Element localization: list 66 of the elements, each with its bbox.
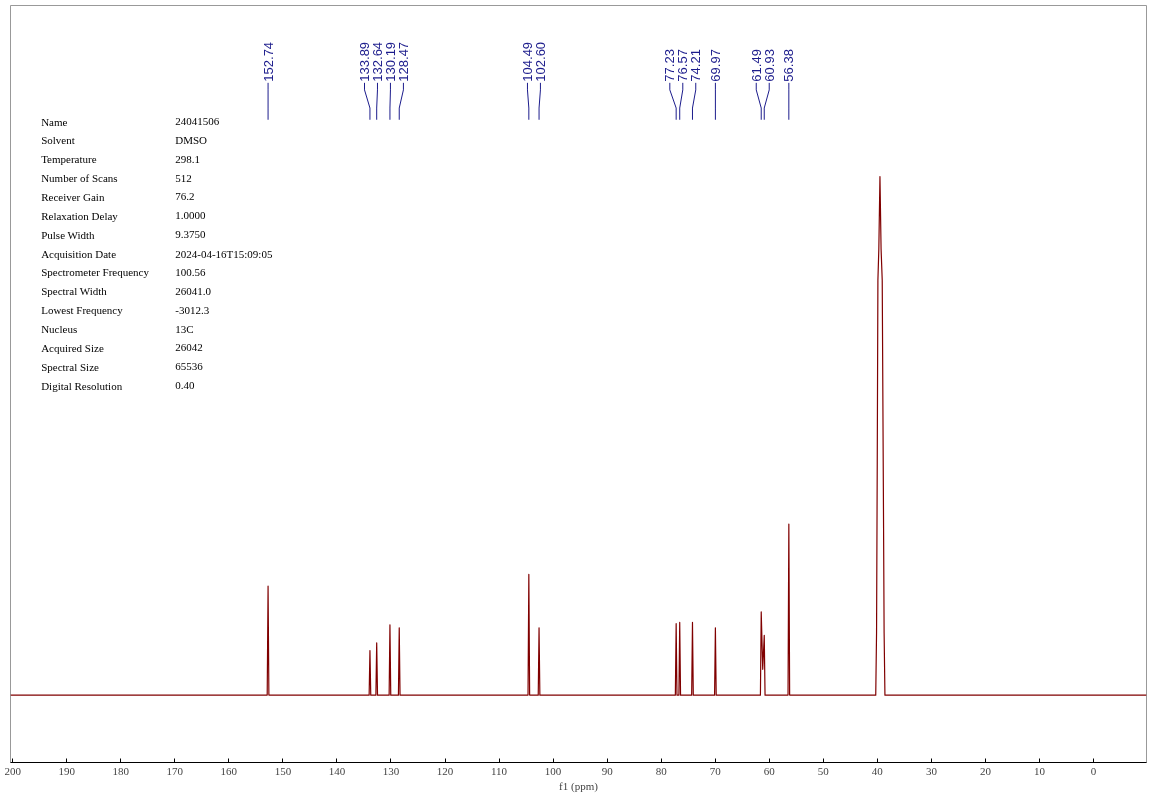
annotation: 26041.0 xyxy=(175,284,212,297)
x-tick-label: 100 xyxy=(544,764,562,777)
x-tick-label: 190 xyxy=(58,764,76,777)
text: Temperature xyxy=(41,153,97,166)
annotation: Pulse Width xyxy=(41,228,96,241)
annotation: Acquired Size xyxy=(41,341,104,354)
annotation: 61.49 xyxy=(748,49,764,82)
text: Name xyxy=(41,115,68,128)
x-tick-label: 150 xyxy=(274,764,292,777)
annotation: 26042 xyxy=(175,341,203,354)
annotation: 77.23 xyxy=(662,49,678,82)
x-tick-label: 60 xyxy=(763,764,776,777)
annotation: 56.38 xyxy=(781,49,797,82)
annotation: Lowest Frequency xyxy=(41,304,124,317)
x-tick-label: 140 xyxy=(328,764,346,777)
annotation: 152.74 xyxy=(260,41,276,82)
x-tick-label: 40 xyxy=(871,764,884,777)
annotation: Spectral Width xyxy=(41,285,108,298)
x-tick-label: 130 xyxy=(382,764,400,777)
annotation: 104.49 xyxy=(519,41,535,82)
annotation: 76.57 xyxy=(675,49,691,82)
annotation: Receiver Gain xyxy=(41,190,105,203)
x-tick-label: 120 xyxy=(436,764,454,777)
annotation: Number of Scans xyxy=(41,172,118,185)
annotation: 0.40 xyxy=(175,379,195,392)
annotation: Acquisition Date xyxy=(41,247,117,260)
annotation: 102.60 xyxy=(532,41,548,82)
annotation: Spectrometer Frequency xyxy=(41,266,150,279)
annotation: 512 xyxy=(175,171,192,184)
x-tick-label: 0 xyxy=(1090,764,1097,777)
annotation: 76.2 xyxy=(175,190,195,203)
x-tick-label: 30 xyxy=(925,764,938,777)
text: Solvent xyxy=(41,134,75,147)
x-tick-label: 170 xyxy=(166,764,184,777)
annotation: 65536 xyxy=(175,360,204,373)
x-tick-label: 110 xyxy=(491,764,508,777)
annotation: 128.47 xyxy=(395,41,411,82)
x-tick-label: 90 xyxy=(601,764,614,777)
x-tick-label: 70 xyxy=(709,764,722,777)
text: 298.1 xyxy=(175,152,200,165)
annotation: 1.0000 xyxy=(175,209,206,222)
annotation: 13C xyxy=(175,323,194,336)
annotation: 9.3750 xyxy=(175,228,206,241)
x-tick-label: 80 xyxy=(655,764,668,777)
x-tick-label: 10 xyxy=(1033,764,1046,777)
x-tick-label: 50 xyxy=(817,764,830,777)
annotation: 2024-04-16T15:09:05 xyxy=(175,247,273,260)
text: DMSO xyxy=(175,134,208,147)
annotation: 74.21 xyxy=(688,49,704,82)
annotation: Spectral Size xyxy=(41,360,100,373)
annotation: Digital Resolution xyxy=(41,379,123,392)
annotation: Relaxation Delay xyxy=(41,209,119,222)
x-axis-title: f1 (ppm) xyxy=(559,779,599,793)
annotation: 133.89 xyxy=(357,41,372,82)
x-tick-label: 180 xyxy=(112,764,130,777)
annotation: Nucleus xyxy=(41,323,78,336)
annotation: 132.64 xyxy=(369,41,385,82)
annotation: 60.93 xyxy=(761,49,777,82)
annotation: -3012.3 xyxy=(175,303,210,316)
x-tick-label: 200 xyxy=(4,764,22,777)
text: 24041506 xyxy=(175,115,220,128)
x-tick-label: 160 xyxy=(220,764,238,777)
annotation: 69.97 xyxy=(707,49,723,82)
x-tick-label: 20 xyxy=(979,764,992,777)
annotation: 100.56 xyxy=(175,265,206,278)
annotation: 130.19 xyxy=(382,41,398,82)
